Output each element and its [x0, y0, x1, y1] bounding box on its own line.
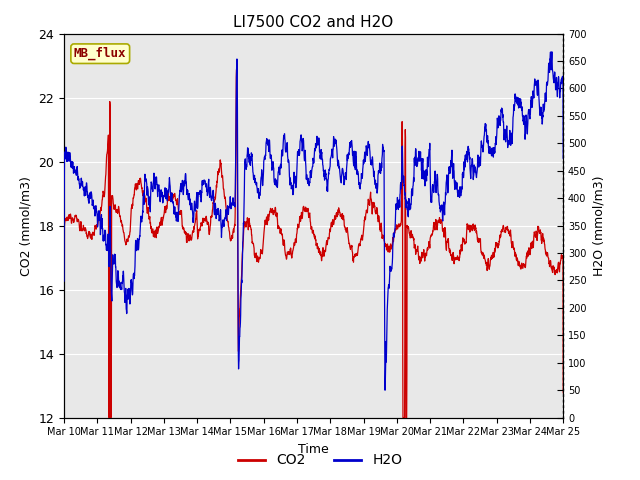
Text: MB_flux: MB_flux [74, 47, 127, 60]
Legend: CO2, H2O: CO2, H2O [232, 448, 408, 473]
Y-axis label: CO2 (mmol/m3): CO2 (mmol/m3) [20, 176, 33, 276]
X-axis label: Time: Time [298, 443, 329, 456]
Y-axis label: H2O (mmol/m3): H2O (mmol/m3) [592, 175, 605, 276]
Title: LI7500 CO2 and H2O: LI7500 CO2 and H2O [234, 15, 394, 30]
